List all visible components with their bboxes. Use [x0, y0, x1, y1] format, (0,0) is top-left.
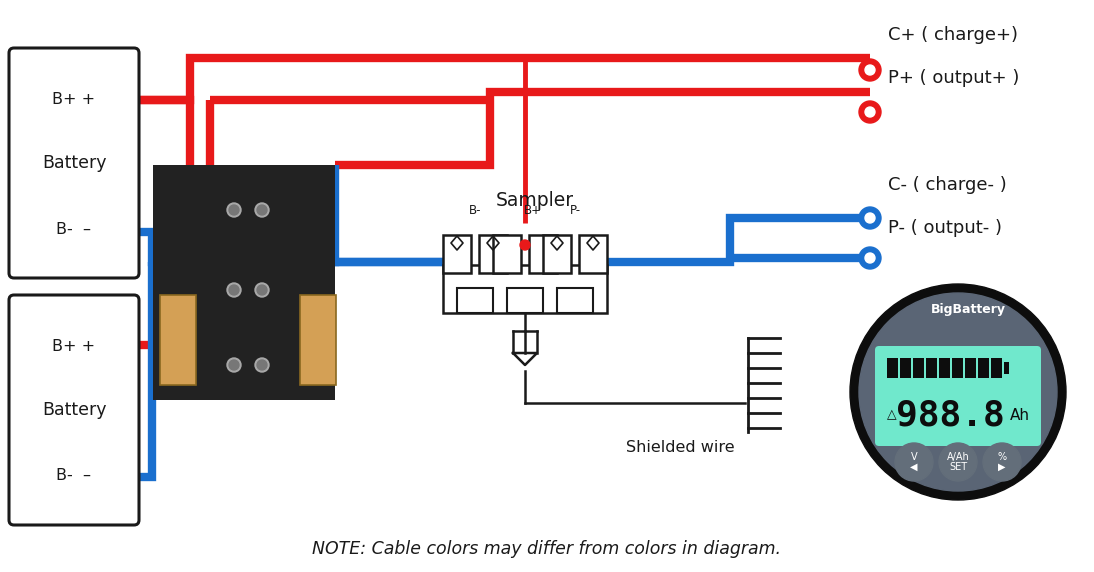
Text: ◀: ◀ — [910, 462, 918, 472]
Circle shape — [865, 65, 875, 75]
Text: B+ +: B+ + — [53, 92, 95, 107]
Circle shape — [255, 203, 269, 217]
Text: B-  –: B- – — [57, 468, 92, 483]
Circle shape — [939, 443, 977, 481]
Circle shape — [859, 207, 881, 229]
FancyBboxPatch shape — [9, 48, 139, 278]
FancyBboxPatch shape — [9, 295, 139, 525]
FancyBboxPatch shape — [978, 358, 989, 378]
Circle shape — [865, 253, 875, 263]
FancyBboxPatch shape — [875, 346, 1041, 446]
Text: P-: P- — [570, 204, 581, 216]
Circle shape — [257, 205, 267, 215]
Text: P+ ( output+ ): P+ ( output+ ) — [888, 69, 1020, 87]
FancyBboxPatch shape — [160, 295, 196, 385]
Text: P- ( output- ): P- ( output- ) — [888, 219, 1002, 237]
Circle shape — [229, 285, 238, 295]
Circle shape — [859, 247, 881, 269]
Circle shape — [229, 360, 238, 370]
FancyBboxPatch shape — [557, 288, 593, 313]
FancyBboxPatch shape — [153, 165, 335, 400]
Text: %: % — [998, 452, 1006, 462]
FancyBboxPatch shape — [493, 235, 521, 273]
Circle shape — [229, 205, 238, 215]
Text: SET: SET — [948, 462, 967, 472]
Text: △: △ — [887, 408, 897, 422]
Text: V: V — [910, 452, 917, 462]
Circle shape — [226, 203, 241, 217]
Circle shape — [850, 284, 1066, 500]
Circle shape — [257, 360, 267, 370]
Circle shape — [859, 293, 1057, 491]
Circle shape — [257, 285, 267, 295]
Text: BigBattery: BigBattery — [931, 304, 1005, 316]
FancyBboxPatch shape — [1004, 362, 1009, 374]
FancyBboxPatch shape — [579, 235, 607, 273]
Circle shape — [255, 283, 269, 297]
Text: A/Ah: A/Ah — [946, 452, 969, 462]
Circle shape — [984, 443, 1021, 481]
Circle shape — [865, 107, 875, 117]
Circle shape — [865, 213, 875, 223]
FancyBboxPatch shape — [543, 235, 571, 273]
Circle shape — [226, 283, 241, 297]
Text: B+ +: B+ + — [53, 339, 95, 353]
Text: ▶: ▶ — [998, 462, 1005, 472]
Text: Sampler: Sampler — [496, 190, 574, 209]
Circle shape — [859, 59, 881, 81]
Circle shape — [895, 443, 933, 481]
Text: Ah: Ah — [1010, 407, 1029, 423]
Text: NOTE: Cable colors may differ from colors in diagram.: NOTE: Cable colors may differ from color… — [313, 540, 781, 558]
FancyBboxPatch shape — [939, 358, 950, 378]
FancyBboxPatch shape — [965, 358, 976, 378]
Text: B-: B- — [468, 204, 481, 216]
Circle shape — [859, 101, 881, 123]
FancyBboxPatch shape — [991, 358, 1002, 378]
FancyBboxPatch shape — [479, 235, 507, 273]
Text: 988.8: 988.8 — [896, 398, 1004, 432]
Circle shape — [171, 368, 185, 382]
FancyBboxPatch shape — [300, 295, 336, 385]
Circle shape — [255, 358, 269, 372]
Text: C+ ( charge+): C+ ( charge+) — [888, 26, 1019, 44]
FancyBboxPatch shape — [443, 265, 607, 313]
FancyBboxPatch shape — [913, 358, 924, 378]
FancyBboxPatch shape — [926, 358, 936, 378]
Circle shape — [171, 303, 185, 317]
FancyBboxPatch shape — [900, 358, 911, 378]
Circle shape — [520, 240, 529, 250]
Circle shape — [226, 358, 241, 372]
Text: C- ( charge- ): C- ( charge- ) — [888, 176, 1006, 194]
Text: Battery: Battery — [42, 401, 106, 419]
Text: Shielded wire: Shielded wire — [626, 440, 734, 455]
Circle shape — [171, 338, 185, 352]
Circle shape — [311, 368, 325, 382]
FancyBboxPatch shape — [952, 358, 963, 378]
FancyBboxPatch shape — [887, 358, 898, 378]
FancyBboxPatch shape — [443, 235, 472, 273]
Text: Battery: Battery — [42, 154, 106, 172]
Circle shape — [311, 338, 325, 352]
FancyBboxPatch shape — [507, 288, 543, 313]
FancyBboxPatch shape — [457, 288, 493, 313]
FancyBboxPatch shape — [529, 235, 557, 273]
Circle shape — [311, 303, 325, 317]
Text: B+: B+ — [524, 204, 542, 216]
Text: B-  –: B- – — [57, 221, 92, 236]
